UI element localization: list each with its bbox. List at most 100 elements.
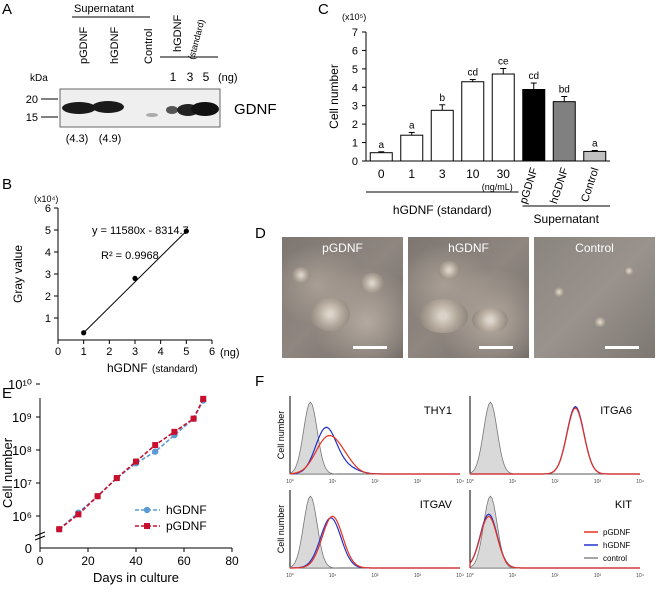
micrograph-hgdnf: hGDNF xyxy=(408,237,529,358)
bar xyxy=(400,134,424,162)
significance-letter: ce xyxy=(498,56,509,67)
axis-break-mark xyxy=(34,531,46,537)
x-tick-label: 10³ xyxy=(414,573,422,579)
panel-label-e: E xyxy=(2,385,12,402)
marker-label: KIT xyxy=(615,499,632,511)
data-point xyxy=(132,275,138,281)
significance-letter: a xyxy=(378,140,384,151)
chart-f: 10⁰ 10¹ 10² 10³ 10⁴ THY1 Cell number 10⁰ 10¹ 10² 1… xyxy=(276,396,644,579)
x-tick-label: 40 xyxy=(129,554,143,568)
y-tick-label: 7 xyxy=(352,27,358,39)
micrograph-title-control: Control xyxy=(575,241,614,255)
micrograph-title-hgdnf: hGDNF xyxy=(448,241,489,255)
x-tick-label: 10⁰ xyxy=(286,573,294,579)
legend-label: pGDNF xyxy=(603,528,630,537)
x-tick-label: 10⁴ xyxy=(456,573,464,579)
bar xyxy=(430,109,454,162)
band-std-5 xyxy=(191,102,219,116)
bar xyxy=(552,101,576,162)
lane-label-standard: hGDNF xyxy=(172,14,184,52)
bar xyxy=(369,152,393,162)
y-tick-label: 3 xyxy=(352,101,358,113)
scale-bar xyxy=(605,346,639,349)
panel-label-f: F xyxy=(255,373,264,390)
data-point xyxy=(171,428,178,435)
x-tick-label: 10¹ xyxy=(509,573,517,579)
x-tick-label: 10⁴ xyxy=(636,573,644,579)
estimate-pgdnf: (4.3) xyxy=(66,133,89,145)
r-squared: R² = 0.9968 xyxy=(101,250,159,262)
unit-label: (ng/mL) xyxy=(482,182,513,192)
significance-letter: cd xyxy=(467,68,478,79)
scale-bar xyxy=(353,346,387,349)
axis-break-mark xyxy=(34,535,46,541)
data-point xyxy=(94,493,101,500)
data-point xyxy=(190,415,197,422)
x-tick-label: Control xyxy=(579,166,601,203)
legend-label: hGDNF xyxy=(603,541,630,550)
x-tick-label: 10² xyxy=(551,479,559,485)
legend-marker xyxy=(143,506,151,514)
kda-label: kDa xyxy=(30,73,48,84)
scale-bar xyxy=(479,346,513,349)
data-point xyxy=(113,475,120,482)
estimate-hgdnf: (4.9) xyxy=(99,133,122,145)
significance-letter: bd xyxy=(559,85,570,96)
significance-letter: b xyxy=(439,93,445,104)
x-tick-label: 10¹ xyxy=(509,479,517,485)
x-tick-label: 10⁴ xyxy=(636,479,644,485)
lane-label-standard-sub: (standard) xyxy=(186,18,206,60)
x-axis-title: hGDNF xyxy=(107,361,148,375)
x-tick-label: 10² xyxy=(371,479,379,485)
x-tick-label: 10⁴ xyxy=(456,479,464,485)
y-tick-label: 6 xyxy=(352,45,358,57)
lane-label-control: Control xyxy=(143,29,155,64)
marker-label: ITGA6 xyxy=(600,405,632,417)
data-point xyxy=(133,458,139,465)
micrograph-control: Control xyxy=(534,237,655,358)
y-tick-label: 10⁹ xyxy=(12,410,32,425)
pgdnf-histogram xyxy=(290,515,460,569)
band-control xyxy=(146,113,158,117)
data-point xyxy=(200,395,207,402)
multiplier-label: (x10⁵) xyxy=(342,12,366,22)
significance-letter: a xyxy=(409,120,415,131)
x-tick-label: 10¹ xyxy=(329,573,337,579)
y-tick-label: 2 xyxy=(45,291,51,303)
band-hgdnf xyxy=(92,101,124,113)
x-tick-label: 4 xyxy=(158,346,164,358)
bar xyxy=(522,88,546,162)
x-tick-label: 10 xyxy=(466,167,480,181)
micrograph-pgdnf: pGDNF xyxy=(282,237,403,358)
y-tick-label: 1 xyxy=(352,138,358,150)
significance-letter: a xyxy=(592,138,598,149)
x-tick-label: 10⁰ xyxy=(466,573,474,579)
x-tick-label: 10⁰ xyxy=(286,479,294,485)
x-tick-label: 80 xyxy=(225,554,239,568)
y-tick-label: 5 xyxy=(45,225,51,237)
bar xyxy=(461,81,485,162)
y-tick-label: 2 xyxy=(352,119,358,131)
marker-15: 15 xyxy=(26,112,38,124)
x-tick-label: 2 xyxy=(106,346,112,358)
pgdnf-histogram xyxy=(289,434,460,475)
amount-3: 3 xyxy=(187,70,194,84)
x-tick-label: hGDNF xyxy=(548,166,571,205)
pgdnf-histogram xyxy=(469,515,640,569)
bar xyxy=(583,150,607,162)
band-std-1 xyxy=(166,106,178,114)
x-tick-label: pGDNF xyxy=(518,166,541,205)
y-tick-label: 4 xyxy=(45,247,51,259)
x-tick-label: 6 xyxy=(209,346,215,358)
y-axis-title: Cell number xyxy=(327,64,341,129)
x-tick-label: 10² xyxy=(551,573,559,579)
multiplier-label: (x10⁴) xyxy=(34,194,58,204)
lane-label-pgdnf: pGDNF xyxy=(78,26,90,64)
lane-label-hgdnf: hGDNF xyxy=(109,26,121,64)
pgdnf-histogram xyxy=(470,407,640,475)
data-point xyxy=(152,448,159,455)
significance-letter: cd xyxy=(528,71,539,82)
y-tick-label: 6 xyxy=(45,203,51,215)
